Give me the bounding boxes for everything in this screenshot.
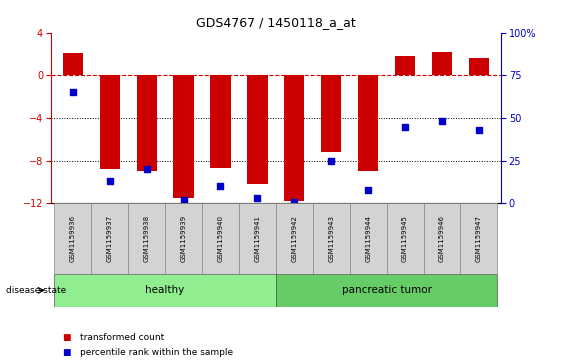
Text: GSM1159940: GSM1159940 [217, 215, 224, 262]
FancyBboxPatch shape [55, 274, 276, 307]
FancyBboxPatch shape [239, 203, 276, 274]
Point [253, 195, 262, 201]
FancyBboxPatch shape [276, 274, 497, 307]
Bar [358, 75, 378, 171]
Point [290, 199, 299, 204]
Bar [284, 75, 305, 201]
Text: disease state: disease state [6, 286, 66, 295]
FancyBboxPatch shape [165, 203, 202, 274]
Text: GSM1159945: GSM1159945 [402, 215, 408, 262]
Title: GDS4767 / 1450118_a_at: GDS4767 / 1450118_a_at [196, 16, 356, 29]
Bar [321, 75, 341, 152]
FancyBboxPatch shape [128, 203, 165, 274]
FancyBboxPatch shape [276, 203, 313, 274]
Point [105, 178, 114, 184]
Bar [211, 75, 231, 168]
Bar [100, 75, 120, 169]
Point [179, 197, 188, 203]
Text: GSM1159946: GSM1159946 [439, 215, 445, 262]
Text: GSM1159936: GSM1159936 [70, 215, 76, 262]
Point [142, 166, 151, 172]
FancyBboxPatch shape [313, 203, 350, 274]
FancyBboxPatch shape [461, 203, 497, 274]
FancyBboxPatch shape [55, 203, 91, 274]
FancyBboxPatch shape [387, 203, 423, 274]
Text: GSM1159947: GSM1159947 [476, 215, 482, 262]
Text: percentile rank within the sample: percentile rank within the sample [80, 348, 233, 356]
Bar [469, 58, 489, 75]
Bar [62, 53, 83, 75]
Point [437, 118, 446, 124]
Bar [173, 75, 194, 198]
Text: healthy: healthy [145, 285, 185, 295]
Text: GSM1159942: GSM1159942 [291, 215, 297, 262]
FancyBboxPatch shape [202, 203, 239, 274]
Text: GSM1159938: GSM1159938 [144, 215, 150, 262]
Point [475, 127, 484, 133]
FancyBboxPatch shape [350, 203, 387, 274]
Text: GSM1159939: GSM1159939 [181, 215, 186, 262]
Text: pancreatic tumor: pancreatic tumor [342, 285, 432, 295]
FancyBboxPatch shape [91, 203, 128, 274]
Point [327, 158, 336, 163]
Text: GSM1159944: GSM1159944 [365, 215, 371, 262]
Point [216, 183, 225, 189]
Bar [395, 56, 415, 75]
Text: ■: ■ [62, 333, 70, 342]
Bar [432, 52, 452, 75]
Bar [247, 75, 267, 184]
Bar [136, 75, 157, 171]
Text: GSM1159937: GSM1159937 [107, 215, 113, 262]
Point [364, 187, 373, 192]
Text: GSM1159943: GSM1159943 [328, 215, 334, 262]
Point [68, 89, 77, 95]
Point [401, 123, 410, 129]
FancyBboxPatch shape [423, 203, 461, 274]
Text: GSM1159941: GSM1159941 [254, 215, 261, 262]
Text: ■: ■ [62, 348, 70, 356]
Text: transformed count: transformed count [80, 333, 164, 342]
